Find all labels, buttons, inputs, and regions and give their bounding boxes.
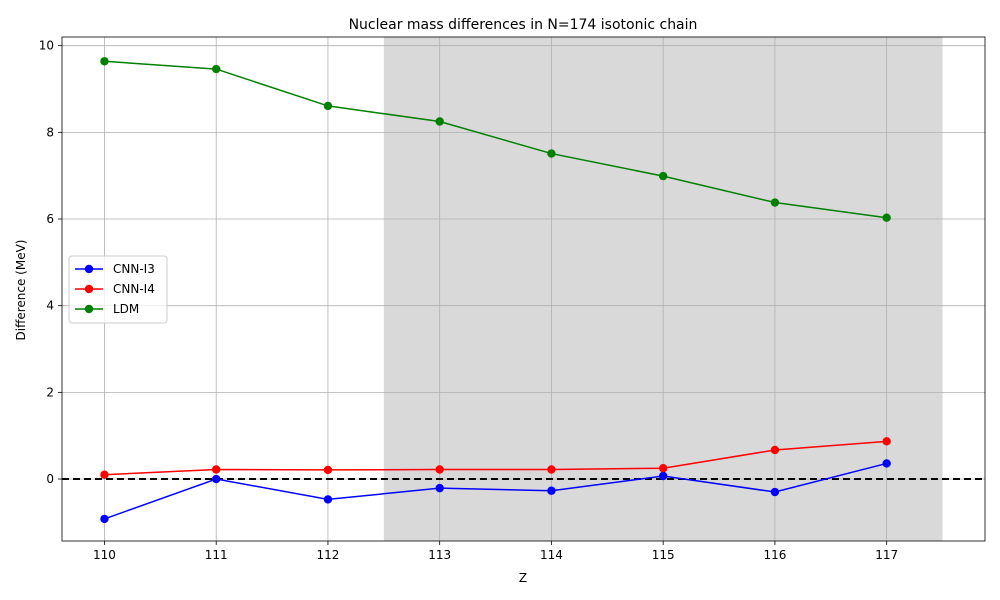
data-point-cnn-i4: [212, 465, 221, 474]
x-tick-label: 116: [763, 548, 786, 562]
legend-frame: [68, 255, 168, 324]
data-point-ldm: [212, 64, 221, 74]
legend-label-cnn-i3: CNN-I3: [113, 262, 155, 276]
data-point-ldm: [323, 101, 333, 111]
chart-title: Nuclear mass differences in N=174 isoton…: [349, 17, 698, 33]
series-line-cnn-i4: [104, 440, 887, 476]
data-point-ldm: [435, 117, 444, 126]
data-point-cnn-i3: [100, 514, 109, 524]
data-point-cnn-i3: [212, 474, 221, 484]
plot-area: 110 111 112 113 114 115 116 117 0 2 4 6 8 10: [39, 36, 986, 562]
data-point-ldm: [658, 171, 668, 181]
data-point-cnn-i3: [658, 471, 668, 481]
data-point-ldm: [100, 57, 109, 66]
y-tick-label: 4: [46, 299, 54, 313]
series-line-ldm: [104, 60, 887, 219]
data-point-cnn-i3: [323, 495, 333, 504]
x-tick-label: 112: [316, 548, 339, 562]
data-point-cnn-i3: [547, 486, 556, 495]
data-point-cnn-i4: [547, 465, 556, 474]
data-point-cnn-i4: [100, 470, 109, 479]
data-point-ldm: [547, 149, 556, 158]
legend-marker-ldm: [84, 304, 94, 314]
legend-marker-cnn-i4: [84, 284, 94, 294]
data-point-cnn-i4: [770, 445, 780, 455]
data-point-ldm: [770, 198, 780, 207]
y-tick-label: 0: [46, 472, 54, 486]
x-tick-label: 114: [540, 548, 563, 562]
legend-marker-cnn-i3: [84, 264, 94, 274]
data-point-cnn-i4: [658, 463, 668, 473]
data-point-cnn-i4: [882, 437, 891, 446]
axes-frame: [61, 36, 986, 542]
series-line-cnn-i3: [104, 462, 887, 520]
legend-label-cnn-i4: CNN-I4: [113, 282, 155, 296]
y-tick-label: 2: [46, 385, 54, 399]
y-tick-label: 8: [46, 125, 54, 139]
data-point-cnn-i4: [323, 465, 333, 475]
data-point-ldm: [882, 213, 891, 222]
data-point-cnn-i3: [770, 487, 780, 497]
x-tick-label: 111: [205, 548, 228, 562]
y-axis-label: Difference (MeV): [14, 240, 28, 341]
x-tick-label: 113: [428, 548, 451, 562]
data-point-cnn-i3: [882, 459, 891, 468]
data-point-cnn-i4: [435, 465, 444, 474]
data-point-cnn-i3: [435, 483, 444, 493]
x-tick-label: 110: [93, 548, 116, 562]
y-tick-label: 6: [46, 212, 54, 226]
legend: CNN-I3 CNN-I4 LDM: [68, 255, 168, 324]
legend-label-ldm: LDM: [113, 302, 139, 316]
x-tick-label: 117: [875, 548, 898, 562]
x-tick-label: 115: [652, 548, 675, 562]
y-tick-label: 10: [39, 39, 54, 53]
x-axis-label: Z: [519, 571, 527, 585]
